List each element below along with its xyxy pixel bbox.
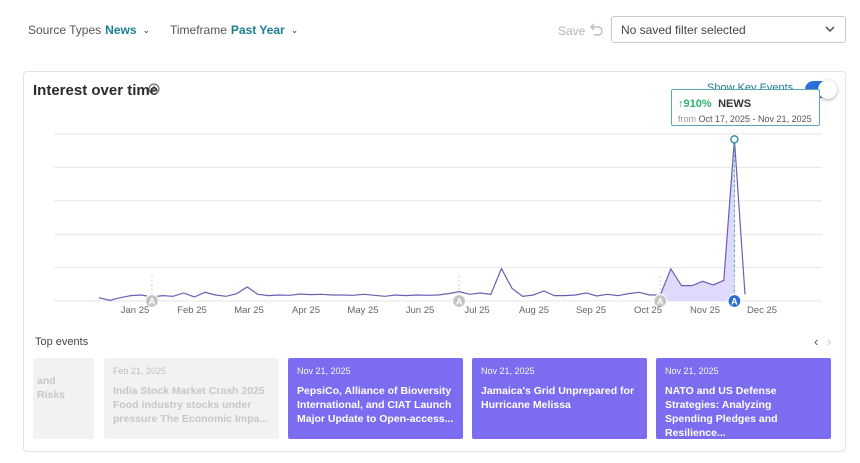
filter-bar: Source Types News ⌄ Timeframe Past Year …	[0, 0, 860, 60]
key-event-marker	[451, 293, 467, 309]
event-headline: and Risks	[37, 375, 66, 401]
x-tick-label: Jan 25	[121, 305, 150, 316]
key-event-marker	[144, 293, 160, 309]
x-tick-label: Feb 25	[177, 305, 207, 316]
tooltip-up-arrow-icon: ↑	[678, 98, 684, 110]
chevron-down-icon	[825, 26, 835, 32]
key-event-label: A	[456, 297, 463, 307]
x-tick-label: Jun 25	[406, 305, 435, 316]
event-date: Nov 21, 2025	[481, 366, 535, 376]
event-headline: PepsiCo, Alliance of Bioversity Internat…	[297, 385, 454, 425]
save-button[interactable]: Save	[558, 24, 586, 38]
tooltip-from-label: from	[678, 114, 696, 124]
tooltip-series: NEWS	[718, 98, 752, 110]
x-tick-label: Nov 25	[690, 305, 720, 316]
key-event-label: A	[657, 297, 664, 307]
key-event-label: A	[731, 297, 738, 307]
event-card[interactable]: Nov 21, 2025 Jamaica's Grid Unprepared f…	[472, 358, 647, 439]
event-card[interactable]: Nov 21, 2025 PepsiCo, Alliance of Biover…	[288, 358, 463, 439]
timeframe-filter[interactable]: Timeframe Past Year ⌄	[170, 23, 298, 37]
event-date: Nov 21, 2025	[665, 366, 719, 376]
chevron-down-icon: ⌄	[290, 24, 299, 35]
x-tick-label: May 25	[347, 305, 378, 316]
key-event-marker	[727, 293, 742, 309]
x-tick-label: Mar 25	[234, 305, 264, 316]
key-event-label: A	[149, 297, 156, 307]
event-date: Nov 21, 2025	[297, 366, 351, 376]
timeframe-value: Past Year	[230, 23, 285, 37]
x-tick-label: Aug 25	[519, 305, 549, 316]
event-headline: Jamaica's Grid Unprepared for Hurricane …	[481, 385, 635, 411]
undo-icon[interactable]	[588, 22, 604, 38]
saved-filter-select[interactable]: No saved filter selected	[611, 16, 846, 43]
tooltip-change: 910%	[683, 98, 712, 110]
saved-filter-value: No saved filter selected	[621, 23, 746, 37]
event-card[interactable]: and Risks	[33, 358, 94, 439]
event-card[interactable]: Feb 21, 2025 India Stock Market Crash 20…	[104, 358, 279, 439]
x-tick-label: Jul 25	[464, 305, 489, 316]
event-date: Feb 21, 2025	[113, 366, 167, 376]
chevron-down-icon: ⌄	[142, 24, 151, 35]
tooltip-range: Oct 17, 2025 - Nov 21, 2025	[698, 114, 812, 124]
key-event-marker	[653, 293, 668, 309]
events-next-icon[interactable]: ›	[827, 334, 832, 349]
events-prev-icon[interactable]: ‹	[814, 334, 819, 349]
series-line	[98, 139, 746, 301]
x-tick-label: Apr 25	[292, 305, 320, 316]
timeframe-label: Timeframe	[170, 23, 227, 37]
chart-tooltip: ↑910% NEWS from Oct 17, 2025 - Nov 21, 2…	[671, 89, 820, 126]
toggle-knob	[818, 80, 837, 99]
top-events-title: Top events	[35, 336, 89, 348]
info-icon[interactable]	[148, 83, 160, 95]
event-card[interactable]: Nov 21, 2025 NATO and US Defense Strateg…	[656, 358, 831, 439]
x-tick-label: Sep 25	[576, 305, 606, 316]
source-types-filter[interactable]: Source Types News ⌄	[28, 23, 150, 37]
source-types-label: Source Types	[28, 23, 102, 37]
source-types-value: News	[105, 23, 137, 37]
x-tick-label: Oct 25	[634, 305, 662, 316]
highlight-area	[660, 139, 735, 301]
event-headline: India Stock Market Crash 2025 Food indus…	[113, 385, 269, 425]
x-tick-label: Dec 25	[747, 305, 777, 316]
event-headline: NATO and US Defense Strategies: Analyzin…	[665, 385, 778, 439]
card-title: Interest over time	[33, 82, 159, 99]
peak-marker	[730, 135, 739, 144]
